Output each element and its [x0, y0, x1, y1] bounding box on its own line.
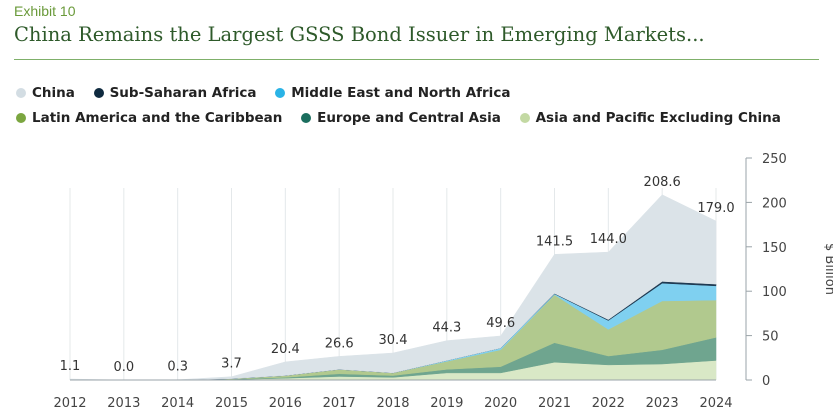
x-tick-label: 2014 — [161, 396, 194, 411]
chart-title: China Remains the Largest GSSS Bond Issu… — [14, 23, 705, 46]
legend-swatch — [16, 88, 26, 98]
y-tick-label: 250 — [762, 152, 787, 167]
total-data-label: 26.6 — [325, 336, 354, 351]
total-data-label: 30.4 — [379, 333, 408, 348]
x-tick-label: 2020 — [484, 396, 517, 411]
y-tick-label: 0 — [762, 374, 770, 389]
x-tick-label: 2024 — [699, 396, 732, 411]
y-axis-title: $ Billion — [822, 243, 833, 295]
legend-item-sub-saharan-africa: Sub-Saharan Africa — [93, 85, 257, 101]
y-tick-label: 150 — [762, 241, 787, 256]
legend-item-latin-america: Latin America and the Caribbean — [16, 110, 282, 126]
legend-item-china: China — [16, 85, 75, 101]
legend-item-mena: Middle East and North Africa — [275, 85, 510, 101]
legend-swatch — [519, 113, 530, 123]
x-tick-label: 2018 — [376, 396, 409, 411]
legend-item-europe-central-asia: Europe and Central Asia — [301, 110, 501, 126]
legend-row-2: Latin America and the Caribbean Europe a… — [16, 110, 795, 127]
y-tick-label: 200 — [762, 196, 787, 211]
total-data-label: 144.0 — [590, 232, 627, 247]
total-data-label: 0.0 — [113, 360, 134, 375]
total-data-label: 0.3 — [167, 360, 188, 375]
legend-row-1: China Sub-Saharan Africa Middle East and… — [16, 85, 524, 102]
legend-label: Europe and Central Asia — [317, 110, 501, 126]
x-tick-label: 2021 — [538, 396, 571, 411]
exhibit-label: Exhibit 10 — [14, 3, 76, 19]
legend-swatch — [93, 88, 104, 98]
y-tick-label: 100 — [762, 285, 787, 300]
total-data-label: 179.0 — [697, 201, 734, 216]
total-data-label: 20.4 — [271, 342, 300, 357]
legend-swatch — [16, 113, 26, 123]
x-tick-label: 2015 — [215, 396, 248, 411]
x-tick-label: 2023 — [646, 396, 679, 411]
x-tick-label: 2017 — [323, 396, 356, 411]
x-tick-label: 2012 — [53, 396, 86, 411]
title-divider — [14, 59, 819, 60]
total-data-label: 141.5 — [536, 234, 573, 249]
total-data-label: 1.1 — [60, 359, 81, 374]
area-china — [69, 194, 717, 381]
total-data-label: 49.6 — [486, 316, 515, 331]
x-tick-label: 2022 — [592, 396, 625, 411]
total-data-label: 44.3 — [432, 321, 461, 336]
legend-swatch — [301, 113, 312, 123]
legend-label: Sub-Saharan Africa — [109, 85, 257, 101]
legend-swatch — [275, 88, 286, 98]
x-tick-label: 2016 — [269, 396, 302, 411]
legend-item-asia-pacific-ex-china: Asia and Pacific Excluding China — [519, 110, 781, 126]
legend-label: Middle East and North Africa — [291, 85, 511, 101]
legend-label: China — [32, 85, 75, 101]
total-data-label: 3.7 — [221, 357, 242, 372]
total-data-label: 208.6 — [644, 175, 681, 190]
x-tick-label: 2013 — [107, 396, 140, 411]
y-tick-label: 50 — [762, 330, 779, 345]
legend-label: Asia and Pacific Excluding China — [535, 110, 781, 126]
x-tick-label: 2019 — [430, 396, 463, 411]
legend-label: Latin America and the Caribbean — [32, 110, 283, 126]
